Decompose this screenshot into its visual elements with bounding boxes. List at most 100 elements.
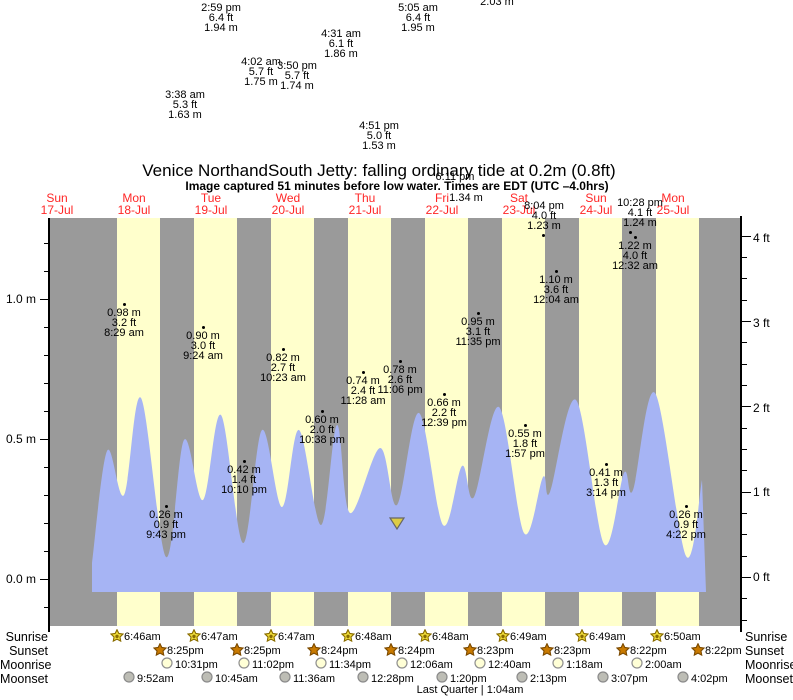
astro-time: 9:52am: [137, 673, 174, 685]
feet-axis-tick: [742, 449, 747, 450]
astro-time: 11:36am: [293, 673, 335, 685]
moonrise-circle-icon: [552, 657, 564, 669]
astro-time: 8:25pm: [167, 645, 204, 657]
tide-curve-path: [92, 392, 706, 592]
moonrise-circle-icon: [631, 657, 643, 669]
tide-point-dot: [164, 504, 168, 508]
astro-row-label-left: Sunset: [9, 644, 48, 658]
tide-point-dot: [242, 459, 246, 463]
sunset-star-icon: [616, 643, 630, 657]
tide-point-dot: [320, 409, 324, 413]
moonset-circle-icon: [677, 671, 689, 683]
astro-time: 8:25pm: [244, 645, 281, 657]
astro-time: 2:13pm: [530, 673, 567, 685]
astro-time: 6:47am: [201, 631, 238, 643]
astro-row-label-left: Moonset: [0, 672, 48, 686]
high-tide-annotation: 6:11 pm: [435, 171, 475, 183]
tide-point-annotation: 0.60 m 2.0 ft 10:38 pm: [299, 414, 345, 446]
astro-time: 10:45am: [215, 673, 258, 685]
astro-time: 8:24pm: [321, 645, 358, 657]
astro-time: 8:22pm: [705, 645, 742, 657]
tide-point-annotation: 0.26 m 0.9 ft 9:43 pm: [146, 509, 186, 541]
day-label: Sun 24-Jul: [579, 191, 613, 217]
tide-point-dot: [122, 302, 126, 306]
moonset-circle-icon: [357, 671, 369, 683]
tide-point-annotation: 0.41 m 1.3 ft 3:14 pm: [586, 467, 626, 499]
meter-axis-tick: [44, 411, 50, 412]
moonset-circle-icon: [201, 671, 213, 683]
right-axis-line: [740, 216, 742, 632]
high-tide-annotation: 5:05 am 6.4 ft 1.95 m: [398, 2, 438, 34]
meter-axis-label: 0.5 m: [5, 432, 36, 446]
meter-axis-label: 0.0 m: [5, 572, 36, 586]
tide-point-annotation: 0.55 m 1.8 ft 1:57 pm: [505, 428, 545, 460]
astro-time: 8:24pm: [398, 645, 435, 657]
feet-axis-tick: [742, 534, 747, 535]
plot-area: [50, 218, 740, 626]
high-tide-annotation: 1.34 m: [449, 192, 483, 204]
astro-time: 6:47am: [278, 631, 315, 643]
astro-time: 12:06am: [410, 659, 453, 671]
day-label: Sat 23-Jul: [502, 191, 536, 217]
meter-axis-tick: [44, 327, 50, 328]
feet-axis-label: 1 ft: [753, 485, 770, 499]
moonrise-circle-icon: [238, 657, 250, 669]
feet-axis-tick: [742, 470, 747, 471]
high-tide-annotation: 4:51 pm 5.0 ft 1.53 m: [359, 120, 399, 152]
tide-point-dot: [541, 233, 545, 237]
day-label: Mon 18-Jul: [117, 191, 151, 217]
feet-axis-tick: [742, 300, 747, 301]
moonset-circle-icon: [597, 671, 609, 683]
tide-point-dot: [523, 423, 527, 427]
tide-point-dot: [201, 325, 205, 329]
tide-point-annotation: 10:28 pm 4.1 ft 1.24 m: [617, 197, 663, 229]
astro-time: 3:07pm: [611, 673, 648, 685]
sunrise-star-icon: [575, 629, 589, 643]
high-tide-annotation: 3:50 pm 5.7 ft 1.74 m: [277, 60, 317, 92]
tide-point-annotation: 0.42 m 1.4 ft 10:10 pm: [221, 464, 267, 496]
astro-row-label-right: Moonset: [745, 672, 793, 686]
feet-axis-tick: [742, 492, 751, 493]
sunrise-star-icon: [418, 629, 432, 643]
meter-axis-tick: [44, 551, 50, 552]
high-tide-annotation: 4:31 am 6.1 ft 1.86 m: [321, 28, 361, 60]
tide-point-annotation: 0.78 m 2.6 ft 11:06 pm: [377, 364, 423, 396]
sunrise-star-icon: [496, 629, 510, 643]
sunset-star-icon: [307, 643, 321, 657]
moonrise-circle-icon: [396, 657, 408, 669]
moonset-circle-icon: [279, 671, 291, 683]
high-tide-annotation: 4:02 am 5.7 ft 1.75 m: [241, 56, 281, 88]
tide-point-dot: [628, 230, 632, 234]
meter-axis-tick: [44, 271, 50, 272]
feet-axis-tick: [742, 598, 747, 599]
astro-time: 11:02pm: [252, 659, 294, 671]
meter-axis-tick: [40, 579, 50, 580]
moonrise-circle-icon: [315, 657, 327, 669]
feet-axis-tick: [742, 385, 747, 386]
day-label: Mon 25-Jul: [656, 191, 690, 217]
tide-point-annotation: 0.95 m 3.1 ft 11:35 pm: [455, 316, 501, 348]
astro-time: 4:02pm: [691, 673, 728, 685]
meter-axis-tick: [44, 355, 50, 356]
feet-axis-tick: [742, 364, 747, 365]
day-label: Tue 19-Jul: [194, 191, 228, 217]
astro-time: 12:40am: [488, 659, 531, 671]
feet-axis-tick: [742, 278, 747, 279]
meter-axis-label: 1.0 m: [5, 292, 36, 306]
astro-row-label-right: Sunset: [745, 644, 784, 658]
feet-axis-tick: [742, 428, 747, 429]
high-tide-annotation: 3:38 am 5.3 ft 1.63 m: [165, 89, 205, 121]
astro-time: 8:22pm: [630, 645, 667, 657]
current-level-marker-icon: [389, 517, 405, 530]
feet-axis-label: 0 ft: [753, 570, 770, 584]
meter-axis-tick: [40, 439, 50, 440]
tide-point-dot: [476, 311, 480, 315]
astro-time: 6:48am: [355, 631, 392, 643]
sunrise-star-icon: [341, 629, 355, 643]
astro-time: 10:31pm: [175, 659, 218, 671]
tide-point-dot: [398, 359, 402, 363]
astro-time: 6:46am: [124, 631, 161, 643]
left-axis-line: [48, 218, 50, 632]
meter-axis-tick: [44, 607, 50, 608]
